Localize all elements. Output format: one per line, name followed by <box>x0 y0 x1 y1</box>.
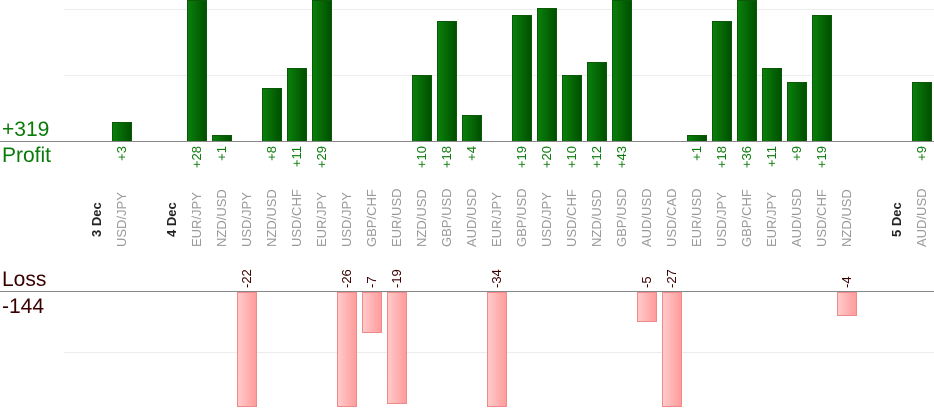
pair-label: EUR/USD <box>689 188 704 247</box>
profit-bar <box>587 61 607 142</box>
pair-label: USD/CHF <box>814 189 829 247</box>
pair-label: USD/JPY <box>539 192 554 247</box>
profit-value-label: +1 <box>689 146 704 161</box>
profit-bar <box>612 0 632 142</box>
pair-label: NZD/USD <box>414 189 429 247</box>
profit-baseline <box>0 141 934 142</box>
loss-bar <box>337 292 357 407</box>
profit-bar <box>412 75 432 142</box>
loss-bar <box>637 292 657 322</box>
loss-value-label: -26 <box>339 269 354 288</box>
profit-value-label: +11 <box>289 146 304 168</box>
loss-value-label: -34 <box>489 269 504 288</box>
profit-bar <box>737 0 757 142</box>
loss-bar <box>487 292 507 407</box>
pair-label: NZD/USD <box>839 189 854 247</box>
profit-value-label: +20 <box>539 146 554 169</box>
pair-label: USD/CHF <box>289 189 304 247</box>
profit-value-label: +8 <box>264 146 279 161</box>
pair-label: EUR/USD <box>389 188 404 247</box>
profit-value-label: +10 <box>414 146 429 169</box>
date-label: 4 Dec <box>164 202 179 237</box>
loss-total: -144 <box>2 295 45 318</box>
profit-value-label: +19 <box>514 146 529 169</box>
profit-total: +319 <box>2 118 50 141</box>
loss-value-label: -19 <box>389 269 404 288</box>
profit-value-label: +10 <box>564 146 579 169</box>
profit-value-label: +29 <box>314 146 329 169</box>
pair-label: USD/JPY <box>239 192 254 247</box>
pair-label: USD/JPY <box>114 192 129 247</box>
profit-value-label: +28 <box>189 146 204 169</box>
loss-label: Loss <box>2 268 47 291</box>
pair-label: GBP/CHF <box>364 189 379 247</box>
pair-label: AUD/USD <box>464 188 479 247</box>
loss-value-label: -27 <box>664 269 679 288</box>
pair-label: AUD/USD <box>639 188 654 247</box>
pair-label: NZD/USD <box>589 189 604 247</box>
profit-bar <box>312 0 332 142</box>
profit-value-label: +36 <box>739 146 754 169</box>
loss-bar <box>237 292 257 407</box>
loss-value-label: -5 <box>639 276 654 288</box>
profit-gridline <box>64 9 934 10</box>
profit-bar <box>437 21 457 142</box>
profit-bar <box>762 68 782 142</box>
profit-value-label: +4 <box>464 146 479 161</box>
pair-label: USD/CAD <box>664 188 679 247</box>
pair-label: EUR/JPY <box>189 192 204 247</box>
profit-bar <box>712 21 732 142</box>
pair-label: AUD/USD <box>914 188 929 247</box>
loss-bar <box>837 292 857 316</box>
pair-label: EUR/JPY <box>489 192 504 247</box>
profit-bar <box>512 14 532 142</box>
profit-label: Profit <box>2 144 52 167</box>
pair-label: USD/CHF <box>564 189 579 247</box>
profit-bar <box>812 14 832 142</box>
profit-bar <box>287 68 307 142</box>
profit-bar <box>562 75 582 142</box>
loss-bar <box>662 292 682 407</box>
loss-bar <box>387 292 407 405</box>
pair-label: USD/JPY <box>339 192 354 247</box>
pair-label: EUR/JPY <box>764 192 779 247</box>
profit-bar <box>787 81 807 142</box>
profit-value-label: +18 <box>714 146 729 169</box>
profit-bar <box>187 0 207 142</box>
pair-label: EUR/JPY <box>314 192 329 247</box>
profit-bar <box>537 8 557 142</box>
profit-value-label: +43 <box>614 146 629 169</box>
loss-value-label: -4 <box>839 276 854 288</box>
profit-bar <box>112 121 132 142</box>
profit-bar <box>912 81 932 142</box>
pair-label: AUD/USD <box>789 188 804 247</box>
profit-gridline <box>64 75 934 76</box>
date-label: 5 Dec <box>889 202 904 237</box>
pair-label: USD/JPY <box>714 192 729 247</box>
loss-value-label: -7 <box>364 276 379 288</box>
profit-value-label: +19 <box>814 146 829 169</box>
date-label: 3 Dec <box>89 202 104 237</box>
pair-label: GBP/USD <box>614 188 629 247</box>
profit-value-label: +11 <box>764 146 779 168</box>
profit-value-label: +9 <box>914 146 929 161</box>
profit-value-label: +3 <box>114 146 129 161</box>
pair-label: GBP/CHF <box>739 189 754 247</box>
profit-value-label: +18 <box>439 146 454 169</box>
loss-baseline <box>0 291 934 292</box>
profit-value-label: +12 <box>589 146 604 169</box>
loss-value-label: -22 <box>239 269 254 288</box>
profit-bar <box>462 115 482 142</box>
profit-bar <box>262 88 282 142</box>
pair-label: GBP/USD <box>514 188 529 247</box>
profit-value-label: +9 <box>789 146 804 161</box>
loss-bar <box>362 292 382 334</box>
pair-label: NZD/USD <box>214 189 229 247</box>
pair-label: GBP/USD <box>439 188 454 247</box>
profit-value-label: +1 <box>214 146 229 161</box>
pair-label: NZD/USD <box>264 189 279 247</box>
